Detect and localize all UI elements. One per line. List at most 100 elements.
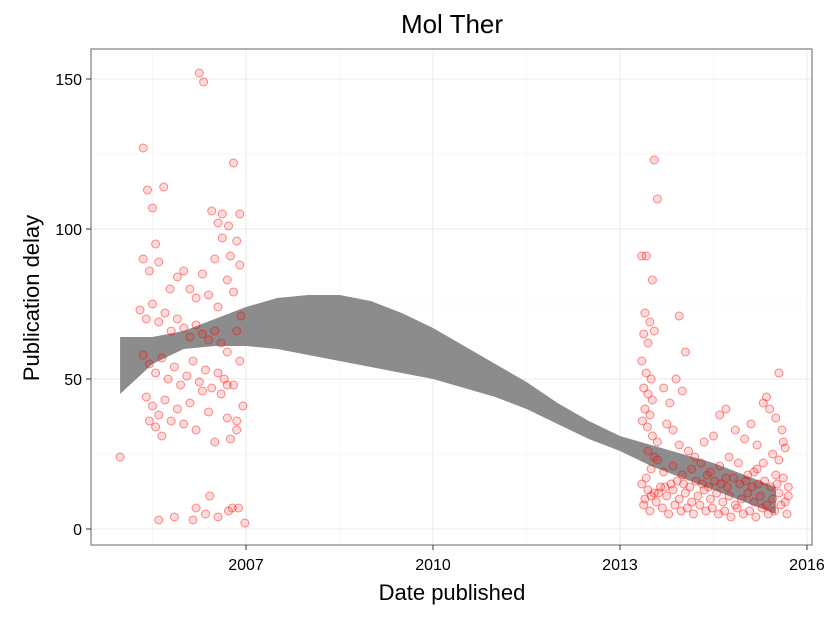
data-point: [766, 482, 776, 492]
data-point: [696, 458, 706, 468]
data-point: [641, 368, 651, 378]
data-point: [714, 509, 723, 519]
data-point: [657, 503, 667, 513]
x-axis-label: Date published: [379, 580, 526, 605]
data-point: [169, 362, 179, 372]
data-point: [749, 497, 759, 507]
data-point: [763, 509, 773, 519]
data-point: [210, 437, 220, 447]
data-point: [693, 491, 703, 501]
data-point: [647, 431, 657, 441]
x-tick-label: 2013: [602, 557, 638, 574]
data-point: [695, 500, 705, 510]
confidence-band: [120, 295, 776, 514]
data-point: [207, 383, 217, 393]
data-point: [197, 329, 207, 339]
data-point: [213, 368, 223, 378]
data-point: [135, 305, 145, 315]
data-point: [724, 491, 734, 501]
data-point: [668, 485, 678, 495]
data-point: [740, 434, 750, 444]
y-axis-label: Publication delay: [19, 215, 44, 381]
data-point: [222, 347, 232, 357]
x-tick-label: 2007: [228, 557, 264, 574]
data-point: [641, 251, 651, 261]
data-point: [232, 236, 242, 246]
data-point: [154, 410, 164, 420]
data-point: [690, 452, 700, 462]
data-point: [649, 326, 659, 336]
data-point: [185, 284, 195, 294]
data-point: [222, 275, 232, 285]
data-point: [730, 500, 740, 510]
data-point: [637, 479, 647, 489]
data-point: [652, 437, 662, 447]
data-point: [733, 458, 743, 468]
chart-title: Mol Ther: [401, 9, 503, 39]
data-point: [157, 431, 167, 441]
data-point: [671, 374, 681, 384]
data-point: [674, 440, 684, 450]
data-point: [699, 437, 709, 447]
data-point: [639, 383, 649, 393]
data-point: [707, 503, 717, 513]
data-point: [649, 488, 659, 498]
data-point: [697, 479, 707, 489]
data-point: [151, 422, 161, 432]
data-point: [213, 302, 223, 312]
data-point: [774, 455, 784, 465]
data-point: [738, 509, 748, 519]
data-point: [662, 491, 672, 501]
y-tick-label: 0: [73, 522, 82, 539]
y-tick-label: 150: [55, 72, 82, 89]
data-point: [216, 338, 226, 348]
data-point: [201, 509, 210, 519]
data-point: [229, 380, 238, 390]
data-point: [762, 392, 771, 402]
data-point: [772, 479, 782, 489]
data-point: [715, 461, 725, 471]
data-point: [702, 470, 712, 480]
data-point: [176, 380, 186, 390]
data-point: [743, 470, 753, 480]
data-point: [774, 488, 784, 498]
data-point: [225, 434, 235, 444]
data-point: [768, 449, 778, 459]
data-point: [716, 479, 726, 489]
data-point: [144, 359, 154, 369]
data-point: [232, 425, 242, 435]
data-point: [745, 506, 755, 516]
data-point: [191, 503, 201, 513]
x-tick-label: 2010: [415, 557, 451, 574]
data-point: [213, 512, 223, 522]
data-point: [768, 494, 778, 504]
data-point: [726, 512, 736, 522]
data-point: [647, 275, 657, 285]
data-point: [179, 419, 189, 429]
data-point: [672, 476, 682, 486]
data-point: [222, 380, 232, 390]
data-point: [179, 266, 189, 276]
data-point: [715, 410, 725, 420]
data-point: [201, 365, 210, 375]
data-point: [660, 482, 670, 492]
data-point: [677, 470, 687, 480]
data-point: [640, 494, 650, 504]
data-point: [166, 416, 176, 426]
data-point: [169, 512, 179, 522]
data-point: [138, 254, 148, 264]
data-point: [159, 182, 169, 192]
data-point: [783, 482, 793, 492]
data-point: [755, 491, 765, 501]
data-point: [732, 503, 742, 513]
data-point: [217, 209, 227, 219]
data-point: [699, 485, 709, 495]
data-point: [144, 416, 154, 426]
data-point: [154, 257, 164, 267]
data-point: [235, 356, 245, 366]
data-point: [213, 218, 223, 228]
data-point: [684, 446, 693, 456]
x-axis-ticks: 2007 2010 2013 2016: [228, 545, 825, 574]
data-point: [659, 383, 669, 393]
data-point: [637, 416, 647, 426]
